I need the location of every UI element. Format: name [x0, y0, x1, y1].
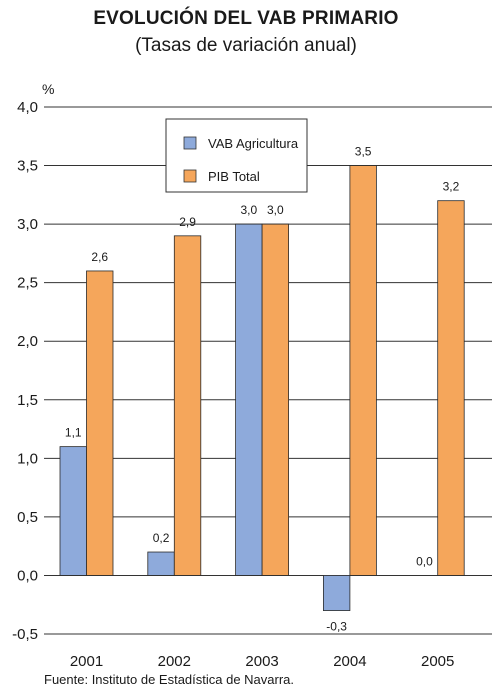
legend-label-pib: PIB Total [208, 169, 260, 184]
x-tick-label: 2002 [158, 653, 191, 670]
tick-labels: -0,5 0,0 0,5 1,0 1,5 2,0 2,5 3,0 3,5 4,0 2001 2002 2… [12, 99, 454, 670]
y-tick-label: 1,0 [17, 450, 38, 467]
x-tick-label: 2001 [70, 653, 103, 670]
bar-pib-2001 [86, 270, 114, 576]
x-tick-label: 2003 [245, 653, 278, 670]
chart-subtitle: (Tasas de variación anual) [135, 35, 357, 56]
data-label-vab-2002: 0,2 [153, 531, 170, 545]
y-tick-label: -0,5 [12, 626, 38, 643]
legend-label-vab: VAB Agricultura [208, 136, 299, 151]
bar-pib-2004 [349, 165, 377, 576]
data-labels: 1,1 2,6 0,2 2,9 3,0 3,0 -0,3 3,5 0,0 3,2 [65, 145, 460, 634]
data-label-pib-2005: 3,2 [443, 180, 460, 194]
bar-vab-2003 [235, 223, 263, 576]
y-tick-label: 4,0 [17, 99, 38, 116]
data-label-vab-2003: 3,0 [241, 203, 258, 217]
chart-title: EVOLUCIÓN DEL VAB PRIMARIO [93, 8, 399, 29]
data-label-pib-2001: 2,6 [91, 250, 108, 264]
data-label-vab-2004: -0,3 [326, 620, 347, 634]
source-note: Fuente: Instituto de Estadística de Nava… [44, 672, 295, 687]
y-axis-unit-label: % [42, 81, 54, 97]
legend-swatch-vab [183, 136, 197, 150]
bar-pib-2002 [173, 235, 202, 576]
data-label-pib-2004: 3,5 [355, 145, 372, 159]
legend: VAB Agricultura PIB Total [165, 118, 308, 193]
data-label-pib-2003: 3,0 [267, 203, 284, 217]
y-tick-label: 3,0 [17, 216, 38, 233]
bar-vab-2002 [147, 551, 175, 576]
y-tick-label: 0,0 [17, 567, 38, 584]
bar-vab-2004 [322, 575, 351, 611]
bar-pib-2003 [261, 223, 290, 576]
data-label-pib-2002: 2,9 [179, 215, 196, 229]
legend-swatch-pib [183, 169, 197, 183]
data-label-vab-2005: 0,0 [416, 554, 433, 568]
x-tick-label: 2004 [333, 653, 366, 670]
bar-pib-2005 [437, 200, 465, 576]
y-tick-label: 1,5 [17, 392, 38, 409]
y-tick-label: 0,5 [17, 509, 38, 526]
y-tick-label: 2,5 [17, 275, 38, 292]
y-tick-label: 2,0 [17, 333, 38, 350]
bar-vab-2001 [59, 446, 87, 576]
x-tick-label: 2005 [421, 653, 454, 670]
bars [59, 165, 465, 611]
y-tick-label: 3,5 [17, 158, 38, 175]
data-label-vab-2001: 1,1 [65, 426, 82, 440]
